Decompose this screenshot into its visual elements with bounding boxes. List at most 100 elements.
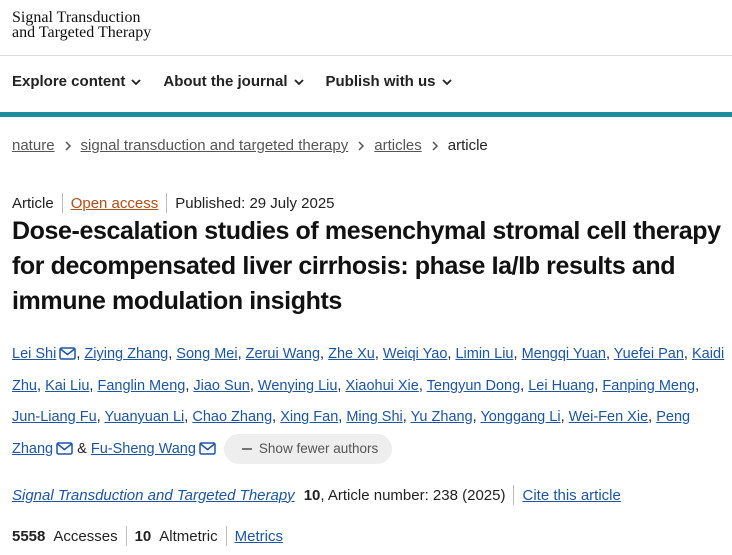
separator: , — [683, 346, 688, 362]
conjunction: & — [77, 440, 87, 457]
breadcrumb-link[interactable]: signal transduction and targeted therapy — [80, 137, 349, 154]
divider — [0, 55, 732, 56]
main-nav: Explore content About the journal Publish … — [12, 73, 452, 90]
article-number: , Article number: 238 (2025) — [320, 486, 506, 504]
breadcrumb-link[interactable]: nature — [12, 137, 55, 154]
separator: , — [168, 346, 173, 362]
separator: , — [249, 377, 254, 394]
author-link[interactable]: Zerui Wang — [245, 346, 321, 362]
volume: 10 — [303, 486, 321, 504]
author-link[interactable]: Ziying Zhang — [84, 346, 169, 362]
author-link[interactable]: Peng Zhang — [12, 409, 691, 457]
journal-link[interactable]: Signal Transduction and Targeted Therapy — [12, 486, 295, 504]
citation: Signal Transduction and Targeted Therapy… — [12, 485, 621, 505]
article-type: Article — [12, 194, 54, 212]
author-link[interactable]: Xing Fan — [280, 409, 339, 425]
separator: , — [320, 346, 325, 362]
author-link[interactable]: Lei Huang — [528, 377, 595, 394]
separator: , — [337, 377, 342, 394]
accesses-label: Accesses — [53, 527, 118, 545]
author-link[interactable]: Jiao Sun — [193, 377, 250, 394]
separator: , — [237, 346, 242, 362]
author-link[interactable]: Tengyun Dong — [426, 377, 521, 394]
chevron-down — [131, 78, 141, 85]
altmetric-label: Altmetric — [159, 527, 218, 545]
article-meta: Article Open access Published: 29 July 2… — [12, 193, 335, 213]
separator: , — [648, 409, 653, 425]
nav-item[interactable]: Publish with us — [326, 73, 452, 90]
chevron-right — [65, 140, 71, 151]
logo-line: and Targeted Therapy — [12, 24, 152, 41]
author-link[interactable]: Jun-Liang Fu — [12, 409, 97, 425]
author-link[interactable]: Ming Shi — [346, 409, 403, 425]
cite-link[interactable]: Cite this article — [522, 486, 621, 504]
nav-item[interactable]: Explore content — [12, 73, 141, 90]
chevron-right — [432, 140, 438, 151]
author-link[interactable]: Weiqi Yao — [382, 346, 448, 362]
separator: , — [374, 346, 379, 362]
minus-icon — [241, 447, 252, 450]
author-link[interactable]: Xiaohui Xie — [345, 377, 419, 394]
author-link[interactable]: Lei Shi — [12, 346, 57, 362]
separator: , — [472, 409, 477, 425]
separator: , — [520, 377, 525, 394]
accent-bar — [0, 112, 732, 117]
separator: , — [272, 409, 277, 425]
author-link[interactable]: Yuanyuan Li — [104, 409, 185, 425]
metrics-link[interactable]: Metrics — [234, 527, 283, 545]
author-link[interactable]: Fu-Sheng Wang — [90, 440, 196, 457]
separator: , — [184, 409, 189, 425]
author-link[interactable]: Mengqi Yuan — [521, 346, 606, 362]
nav-label: About the journal — [163, 73, 288, 90]
separator: , — [605, 346, 610, 362]
separator — [61, 193, 63, 213]
nav-label: Explore content — [12, 73, 126, 90]
journal-logo[interactable]: Signal Transduction and Targeted Therapy — [12, 9, 152, 41]
author-link[interactable]: Yonggang Li — [480, 409, 561, 425]
author-link[interactable]: Limin Liu — [455, 346, 514, 362]
separator: , — [37, 377, 42, 394]
author-link[interactable]: Chao Zhang — [192, 409, 273, 425]
chevron-right — [358, 140, 365, 151]
separator: , — [185, 377, 190, 394]
article-title: Dose-escalation studies of mesenchymal s… — [12, 217, 721, 315]
separator: , — [560, 409, 565, 425]
separator: , — [402, 409, 407, 425]
show-fewer-button[interactable]: Show fewer authors — [223, 433, 393, 464]
breadcrumb-current: article — [447, 137, 488, 154]
author-link[interactable]: Fanglin Meng — [97, 377, 186, 394]
altmetric-count: 10 — [134, 527, 152, 545]
chevron-down — [441, 78, 452, 85]
author-link[interactable]: Wei-Fen Xie — [568, 409, 649, 425]
author-link[interactable]: Yuefei Pan — [613, 346, 684, 362]
button-label: Show fewer authors — [258, 440, 379, 456]
accesses-count: 5558 — [12, 527, 46, 545]
author-link[interactable]: Song Mei — [176, 346, 238, 362]
breadcrumb-link[interactable]: articles — [374, 137, 422, 154]
email-icon — [59, 347, 77, 360]
author-link[interactable]: Zhe Xu — [328, 346, 375, 362]
breadcrumb: nature signal transduction and targeted t… — [12, 137, 488, 154]
separator: , — [89, 377, 94, 394]
open-access-link[interactable]: Open access — [70, 194, 159, 212]
separator — [166, 193, 168, 213]
author-link[interactable]: Wenying Liu — [257, 377, 338, 394]
separator: , — [96, 409, 101, 425]
separator — [225, 526, 227, 546]
separator — [125, 526, 127, 546]
author-link[interactable]: Fanping Meng — [602, 377, 696, 394]
author-link[interactable]: Yu Zhang — [410, 409, 473, 425]
nav-item[interactable]: About the journal — [163, 73, 304, 90]
author-link[interactable]: Kaidi Zhu — [12, 346, 725, 394]
nav-label: Publish with us — [325, 73, 436, 90]
separator: , — [447, 346, 452, 362]
logo-line: Signal Transduction — [12, 9, 141, 26]
separator — [513, 485, 515, 505]
email-icon — [56, 441, 73, 455]
separator: , — [76, 346, 81, 362]
metrics-bar: 5558 Accesses 10 Altmetric Metrics — [12, 526, 283, 546]
author-link[interactable]: Kai Liu — [45, 377, 90, 394]
separator: , — [418, 377, 423, 394]
separator: , — [695, 377, 700, 394]
